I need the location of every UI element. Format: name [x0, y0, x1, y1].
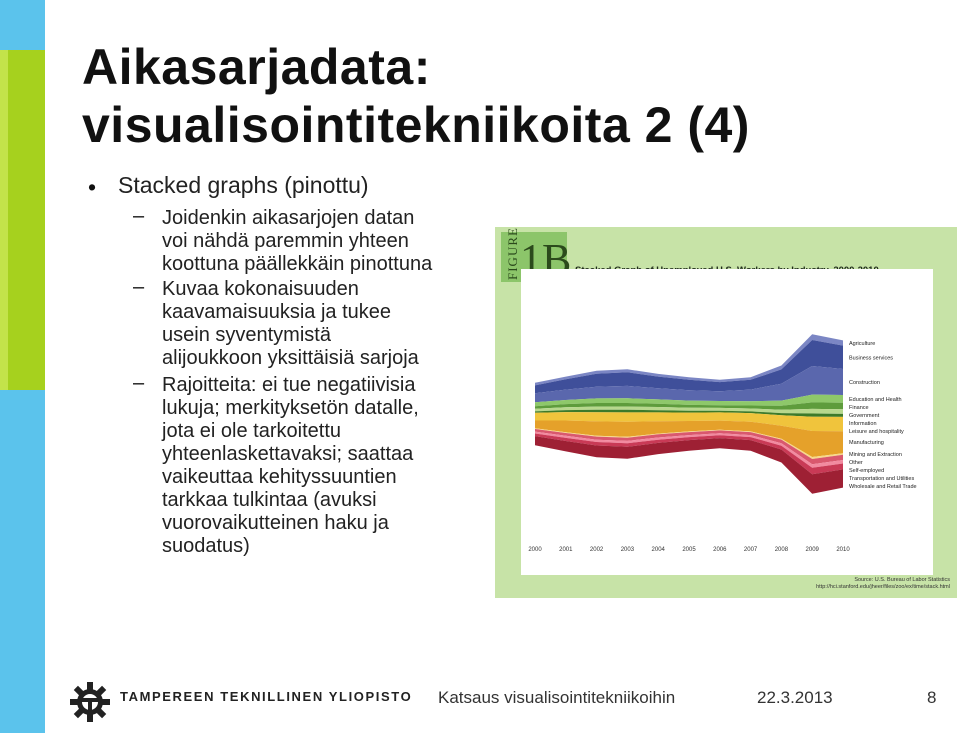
source-line-1: Source: U.S. Bureau of Labor Statistics	[854, 577, 950, 583]
subbullet-3-line-2: lukuja; merkityksetön datalle,	[162, 397, 419, 419]
slide-title: Aikasarjadata: visualisointitekniikoita …	[82, 38, 750, 154]
x-tick-label: 2006	[713, 547, 727, 553]
bullet-text: Stacked graphs (pinottu)	[118, 172, 369, 198]
subbullet-1: Joidenkin aikasarjojen datan voi nähdä p…	[162, 207, 432, 276]
title-line-2: visualisointitekniikoita 2 (4)	[82, 97, 750, 153]
footer-title: Katsaus visualisointitekniikoihin	[438, 688, 676, 707]
x-tick-label: 2002	[590, 547, 604, 553]
dash-2: –	[133, 276, 145, 298]
subbullet-2-line-1: Kuvaa kokonaisuuden	[162, 278, 359, 300]
stacked-chart: Agriculture Business services Construction…	[528, 334, 917, 553]
page-number: 8	[927, 688, 937, 707]
x-tick-label: 2004	[652, 547, 666, 553]
legend-label: Construction	[849, 380, 880, 386]
dash-3: –	[133, 372, 145, 394]
legend-label: Transportation and Utilities	[849, 476, 914, 482]
subbullet-3-line-1: Rajoitteita: ei tue negatiivisia	[162, 374, 416, 396]
area-manufacturing	[535, 420, 843, 457]
area-government	[535, 406, 843, 414]
area-leisure-and-hospitality	[535, 412, 843, 432]
legend-label: Leisure and hospitality	[849, 429, 904, 435]
subbullet-2-line-3: usein syventymistä	[162, 324, 331, 346]
left-green-highlight	[0, 50, 8, 390]
subbullet-1-line-3: koottuna päällekkäin pinottuna	[162, 253, 433, 275]
area-self-employed	[535, 431, 843, 468]
legend-label: Wholesale and Retail Trade	[849, 484, 917, 490]
legend-label: Finance	[849, 405, 869, 411]
x-tick-label: 2009	[806, 547, 820, 553]
legend-label: Mining and Extraction	[849, 452, 902, 458]
legend-label: Agriculture	[849, 341, 875, 347]
legend-label: Education and Health	[849, 397, 902, 403]
figure-source: Source: U.S. Bureau of Labor Statistics …	[795, 577, 950, 591]
x-tick-label: 2007	[744, 547, 758, 553]
x-tick-label: 2005	[682, 547, 696, 553]
x-tick-label: 2008	[775, 547, 789, 553]
subbullet-1-line-1: Joidenkin aikasarjojen datan	[162, 207, 415, 229]
subbullet-1-line-2: voi nähdä paremmin yhteen	[162, 230, 409, 252]
subbullet-3-line-8: suodatus)	[162, 535, 250, 557]
dash-1: –	[133, 205, 145, 227]
legend-label: Other	[849, 460, 863, 466]
subbullet-2: Kuvaa kokonaisuuden kaavamaisuuksia ja t…	[162, 278, 419, 370]
subbullet-2-line-2: kaavamaisuuksia ja tukee	[162, 301, 392, 323]
x-tick-label: 2003	[621, 547, 635, 553]
legend-label: Self-employed	[849, 468, 884, 474]
legend-label: Information	[849, 421, 877, 427]
x-tick-label: 2010	[836, 547, 850, 553]
area-other	[535, 429, 843, 465]
figure-panel: FIGURE 1B Stacked Graph of Unemployed U.…	[495, 227, 957, 598]
subbullet-3-line-5: vaikeuttaa kehityssuuntien	[162, 466, 397, 488]
title-line-1: Aikasarjadata:	[82, 39, 431, 95]
subbullet-3-line-6: tarkkaa tulkintaa (avuksi	[162, 489, 377, 511]
legend-label: Business services	[849, 355, 893, 361]
university-logo-icon	[70, 682, 110, 722]
area-transportation-and-utilities	[535, 433, 843, 475]
subbullet-3-line-4: yhteenlaskettavaksi; saattaa	[162, 443, 414, 465]
subbullet-3: Rajoitteita: ei tue negatiivisia lukuja;…	[162, 374, 419, 558]
area-construction	[535, 366, 843, 403]
source-line-2: http://hci.stanford.edu/jheer/files/zoo/…	[816, 584, 950, 590]
area-education-and-health	[535, 394, 843, 407]
subbullet-3-line-3: jota ei ole tarkoitettu	[162, 420, 341, 442]
x-tick-label: 2001	[559, 547, 573, 553]
legend-label: Manufacturing	[849, 440, 884, 446]
area-business-services	[535, 340, 843, 394]
area-agriculture	[535, 334, 843, 386]
area-finance	[535, 402, 843, 410]
legend-label: Government	[849, 413, 880, 419]
subbullet-2-line-4: alijoukkoon yksittäisiä sarjoja	[162, 347, 419, 369]
area-wholesale-and-retail-trade	[535, 436, 843, 494]
university-name: TAMPEREEN TEKNILLINEN YLIOPISTO	[120, 689, 413, 704]
area-information	[535, 409, 843, 417]
x-tick-label: 2000	[528, 547, 542, 553]
subbullet-3-line-7: vuorovaikutteinen haku ja	[162, 512, 389, 534]
bullet-dot: •	[88, 174, 97, 200]
figure-word: FIGURE	[505, 227, 520, 280]
footer-date: 22.3.2013	[757, 688, 833, 707]
